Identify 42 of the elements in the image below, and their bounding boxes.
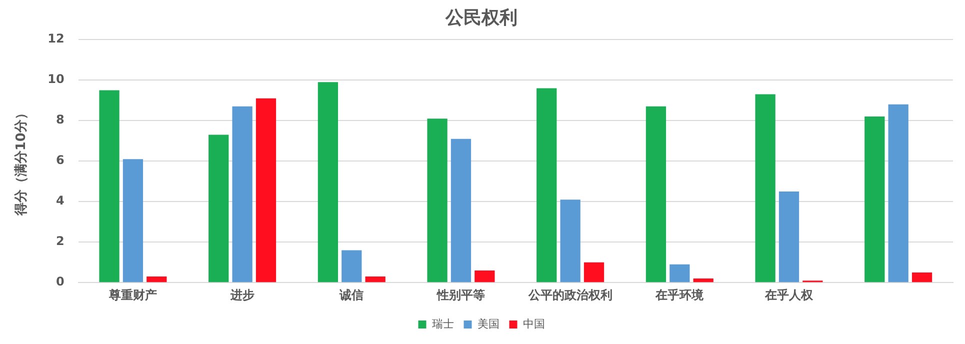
bar — [256, 98, 276, 282]
bar — [365, 276, 386, 282]
y-tick-label: 12 — [48, 32, 64, 46]
bar — [888, 104, 908, 282]
bar — [912, 272, 932, 282]
bar — [693, 278, 714, 282]
legend-label: 中国 — [522, 317, 545, 330]
legend-label: 瑞士 — [432, 317, 454, 330]
bar — [146, 276, 167, 282]
bar — [560, 200, 580, 282]
bar — [232, 106, 252, 282]
chart-title: 公民权利 — [444, 7, 518, 28]
bar — [536, 88, 557, 282]
bar — [99, 90, 120, 282]
x-tick-label: 进步 — [229, 288, 254, 302]
y-tick-label: 4 — [56, 194, 64, 208]
y-axis-title: 得分（满分10分） — [14, 106, 30, 217]
x-tick-label: 诚信 — [338, 288, 364, 302]
y-tick-label: 0 — [56, 274, 64, 289]
x-tick-label: 性别平等 — [436, 288, 485, 302]
bar — [755, 94, 776, 282]
y-tick-label: 10 — [48, 72, 64, 86]
bar — [864, 116, 885, 282]
bar — [122, 159, 144, 282]
x-tick-label: 在乎人权 — [764, 288, 814, 302]
bar — [208, 134, 229, 282]
bar — [450, 138, 472, 282]
bar — [670, 264, 690, 282]
bar — [474, 270, 495, 282]
bar — [584, 262, 604, 282]
x-tick-label: 公平的政治权利 — [527, 288, 612, 302]
y-tick-label: 6 — [56, 153, 64, 168]
y-tick-label: 8 — [56, 112, 64, 127]
bar — [318, 82, 338, 282]
bar — [342, 250, 362, 282]
x-tick-label: 尊重财产 — [108, 288, 157, 302]
bar — [646, 106, 666, 282]
bar — [427, 118, 448, 282]
x-tick-label: 在乎环境 — [654, 288, 705, 302]
bar — [778, 191, 800, 282]
y-tick-label: 2 — [56, 234, 64, 248]
legend-label: 美国 — [477, 317, 500, 330]
